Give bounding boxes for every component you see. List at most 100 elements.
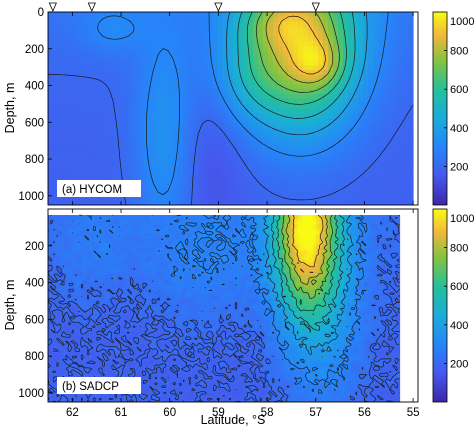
field-cell — [260, 242, 265, 246]
panel-b-field — [48, 214, 401, 402]
field-cell — [297, 224, 302, 228]
field-cell — [72, 239, 77, 243]
field-cell — [328, 190, 334, 196]
field-cell — [233, 248, 237, 252]
field-cell — [328, 16, 334, 23]
field-cell — [202, 245, 206, 249]
field-cell — [263, 40, 269, 47]
field-cell — [213, 147, 219, 153]
field-cell — [183, 200, 189, 205]
field-cell — [143, 151, 149, 158]
field-cell — [109, 236, 114, 240]
field-cell — [202, 257, 206, 261]
field-cell — [158, 151, 164, 158]
field-cell — [162, 224, 166, 228]
field-cell — [340, 215, 345, 219]
field-cell — [112, 263, 117, 267]
field-cell — [251, 260, 256, 264]
field-cell — [365, 230, 370, 234]
field-cell — [68, 16, 74, 23]
field-cell — [178, 50, 184, 57]
field-cell — [103, 171, 109, 177]
field-cell — [134, 236, 139, 240]
field-cell — [58, 69, 64, 76]
field-cell — [278, 60, 284, 66]
field-cell — [263, 65, 269, 71]
field-cell — [308, 176, 314, 182]
field-cell — [238, 94, 244, 100]
field-cell — [350, 245, 354, 249]
field-cell — [257, 227, 262, 231]
field-cell — [338, 84, 344, 90]
field-cell — [148, 190, 154, 196]
field-cell — [328, 21, 334, 28]
field-cell — [270, 245, 274, 249]
field-cell — [293, 45, 299, 52]
field-cell — [293, 94, 299, 100]
field-cell — [396, 245, 401, 249]
field-cell — [168, 118, 174, 124]
field-cell — [313, 233, 317, 237]
field-cell — [322, 236, 327, 240]
field-cell — [208, 230, 213, 234]
field-cell — [238, 84, 244, 90]
field-cell — [373, 147, 379, 153]
field-cell — [168, 137, 174, 143]
field-cell — [118, 147, 124, 153]
field-cell — [109, 215, 114, 219]
field-cell — [278, 200, 284, 205]
field-cell — [307, 248, 311, 252]
field-cell — [390, 266, 394, 270]
field-cell — [303, 180, 309, 187]
field-cell — [146, 245, 151, 249]
field-cell — [298, 98, 304, 105]
field-cell — [308, 137, 314, 143]
field-cell — [363, 74, 369, 81]
field-cell — [248, 142, 254, 148]
field-cell — [177, 260, 182, 264]
field-cell — [198, 108, 204, 114]
field-cell — [348, 156, 354, 163]
field-cell — [53, 79, 59, 85]
field-cell — [308, 55, 314, 61]
field-cell — [266, 239, 271, 243]
field-cell — [328, 45, 334, 52]
field-cell — [51, 221, 55, 225]
field-cell — [223, 221, 228, 225]
field-cell — [173, 31, 179, 37]
field-cell — [268, 21, 274, 28]
field-cell — [112, 242, 117, 246]
field-cell — [208, 94, 214, 100]
field-cell — [365, 263, 370, 267]
field-cell — [300, 257, 305, 261]
field-cell — [318, 185, 324, 192]
field-cell — [163, 40, 169, 47]
field-cell — [208, 180, 214, 187]
field-cell — [308, 98, 314, 105]
field-cell — [118, 108, 124, 114]
field-cell — [403, 84, 409, 90]
field-cell — [168, 218, 172, 222]
field-cell — [98, 156, 104, 163]
field-cell — [208, 12, 214, 18]
field-cell — [350, 218, 354, 222]
field-cell — [98, 113, 104, 119]
field-cell — [374, 260, 379, 264]
field-cell — [223, 65, 229, 71]
field-cell — [396, 233, 401, 237]
field-cell — [278, 161, 284, 167]
field-cell — [168, 224, 172, 228]
field-cell — [173, 118, 179, 124]
field-cell — [88, 257, 92, 261]
field-cell — [363, 31, 369, 37]
field-cell — [228, 40, 234, 47]
field-cell — [258, 26, 264, 32]
field-cell — [123, 21, 129, 28]
field-cell — [298, 12, 304, 18]
field-cell — [198, 40, 204, 47]
field-cell — [173, 40, 179, 47]
field-cell — [344, 260, 348, 264]
field-cell — [123, 113, 129, 119]
field-cell — [378, 142, 384, 148]
field-cell — [123, 26, 129, 32]
